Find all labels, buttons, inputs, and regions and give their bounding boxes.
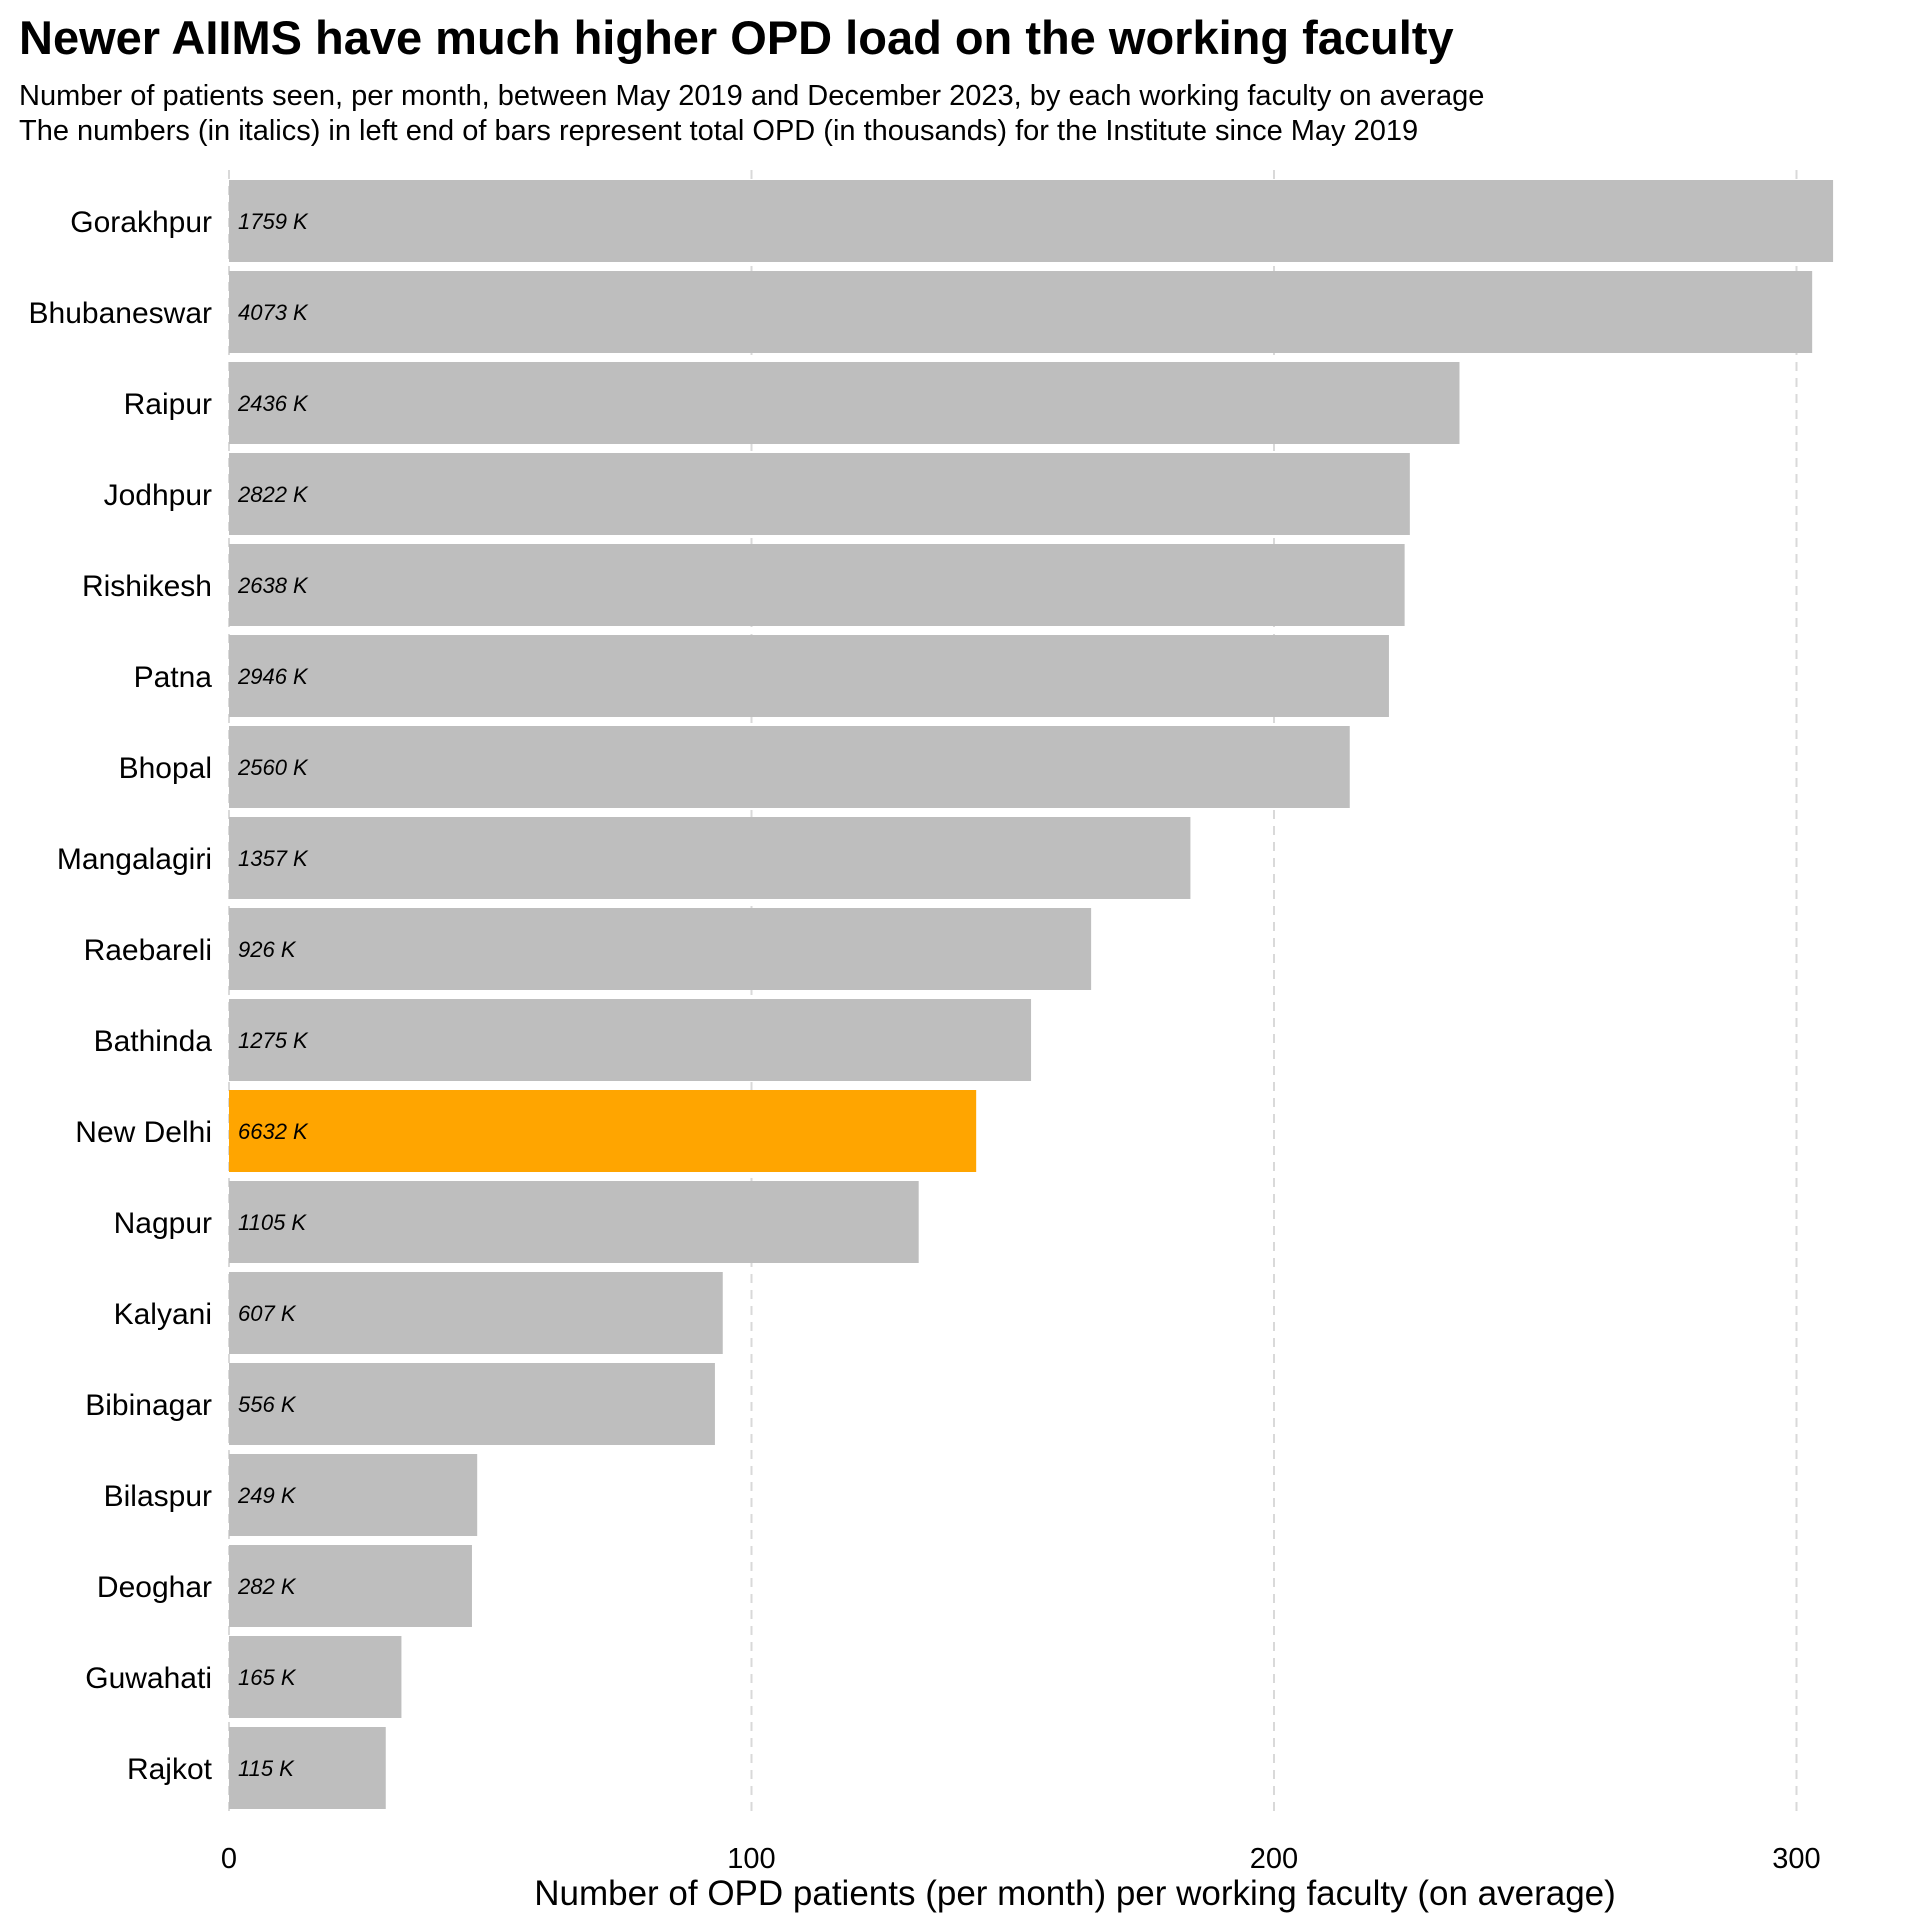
x-axis-ticks: 0 100 200 300 [221, 1843, 1821, 1875]
bar-bilaspur [229, 1454, 478, 1536]
bar-value-label-kalyani: 607 K [238, 1301, 297, 1326]
bar-rishikesh [229, 544, 1405, 626]
category-label-bilaspur: Bilaspur [104, 1480, 212, 1513]
category-label-patna: Patna [134, 661, 213, 694]
gridlines [228, 170, 1798, 1815]
bar-value-label-bathinda: 1275 K [238, 1028, 309, 1053]
bar-nagpur [229, 1181, 919, 1263]
category-label-mangalagiri: Mangalagiri [57, 843, 212, 876]
bar-value-label-new-delhi: 6632 K [238, 1119, 309, 1144]
bar-bhubaneswar [229, 271, 1813, 353]
bar-guwahati [229, 1636, 402, 1718]
chart-subtitle-line-2: The numbers (in italics) in left end of … [19, 115, 1419, 147]
bar-value-label-bhopal: 2560 K [237, 755, 309, 780]
bar-value-label-rishikesh: 2638 K [237, 573, 309, 598]
bar-value-label-rajkot: 115 K [238, 1756, 295, 1781]
bar-value-label-bibinagar: 556 K [238, 1392, 297, 1417]
bar-bathinda [229, 999, 1032, 1081]
category-label-jodhpur: Jodhpur [104, 479, 212, 512]
bar-bibinagar [229, 1363, 715, 1445]
category-label-kalyani: Kalyani [114, 1298, 212, 1331]
category-label-gorakhpur: Gorakhpur [70, 206, 212, 239]
x-tick-label-0: 0 [221, 1843, 237, 1875]
bar-value-label-jodhpur: 2822 K [237, 482, 309, 507]
bar-value-label-nagpur: 1105 K [238, 1210, 307, 1235]
category-label-bhopal: Bhopal [119, 752, 212, 785]
bar-raebareli [229, 908, 1092, 990]
bar-new-delhi [229, 1090, 977, 1172]
bar-value-label-raipur: 2436 K [237, 391, 309, 416]
bar-value-label-patna: 2946 K [237, 664, 309, 689]
bar-deoghar [229, 1545, 472, 1627]
category-label-rajkot: Rajkot [127, 1753, 213, 1786]
x-tick-label-100: 100 [727, 1843, 775, 1875]
bar-mangalagiri [229, 817, 1191, 899]
chart-subtitle-line-1: Number of patients seen, per month, betw… [19, 80, 1485, 112]
bar-kalyani [229, 1272, 723, 1354]
bar-value-label-deoghar: 282 K [237, 1574, 297, 1599]
category-label-new-delhi: New Delhi [75, 1116, 212, 1149]
bar-value-label-bilaspur: 249 K [237, 1483, 297, 1508]
bar-value-label-raebareli: 926 K [238, 937, 297, 962]
bar-value-label-bhubaneswar: 4073 K [238, 300, 309, 325]
category-label-bibinagar: Bibinagar [85, 1389, 212, 1422]
bar-raipur [229, 362, 1460, 444]
category-label-raipur: Raipur [124, 388, 212, 421]
bar-bhopal [229, 726, 1350, 808]
bar-value-label-gorakhpur: 1759 K [238, 209, 309, 234]
category-label-deoghar: Deoghar [97, 1571, 212, 1604]
category-label-rishikesh: Rishikesh [82, 570, 212, 603]
bar-jodhpur [229, 453, 1410, 535]
bar-value-label-mangalagiri: 1357 K [238, 846, 309, 871]
category-label-bhubaneswar: Bhubaneswar [29, 297, 212, 330]
chart-title: Newer AIIMS have much higher OPD load on… [19, 11, 1454, 64]
bar-value-label-guwahati: 165 K [238, 1665, 297, 1690]
category-label-raebareli: Raebareli [84, 934, 212, 967]
bars [229, 180, 1834, 1809]
bar-rajkot [229, 1727, 386, 1809]
category-label-nagpur: Nagpur [114, 1207, 212, 1240]
category-label-guwahati: Guwahati [85, 1662, 212, 1695]
x-tick-label-300: 300 [1772, 1843, 1820, 1875]
bar-patna [229, 635, 1389, 717]
bar-value-labels: 1759 K 4073 K 2436 K 2822 K 2638 K 2946 K 2560… [237, 209, 309, 1781]
bar-gorakhpur [229, 180, 1834, 262]
category-label-bathinda: Bathinda [94, 1025, 213, 1058]
x-axis-label: Number of OPD patients (per month) per w… [534, 1874, 1616, 1913]
x-tick-label-200: 200 [1250, 1843, 1298, 1875]
category-labels: Gorakhpur Bhubaneswar Raipur Jodhpur Rishike… [29, 206, 213, 1786]
